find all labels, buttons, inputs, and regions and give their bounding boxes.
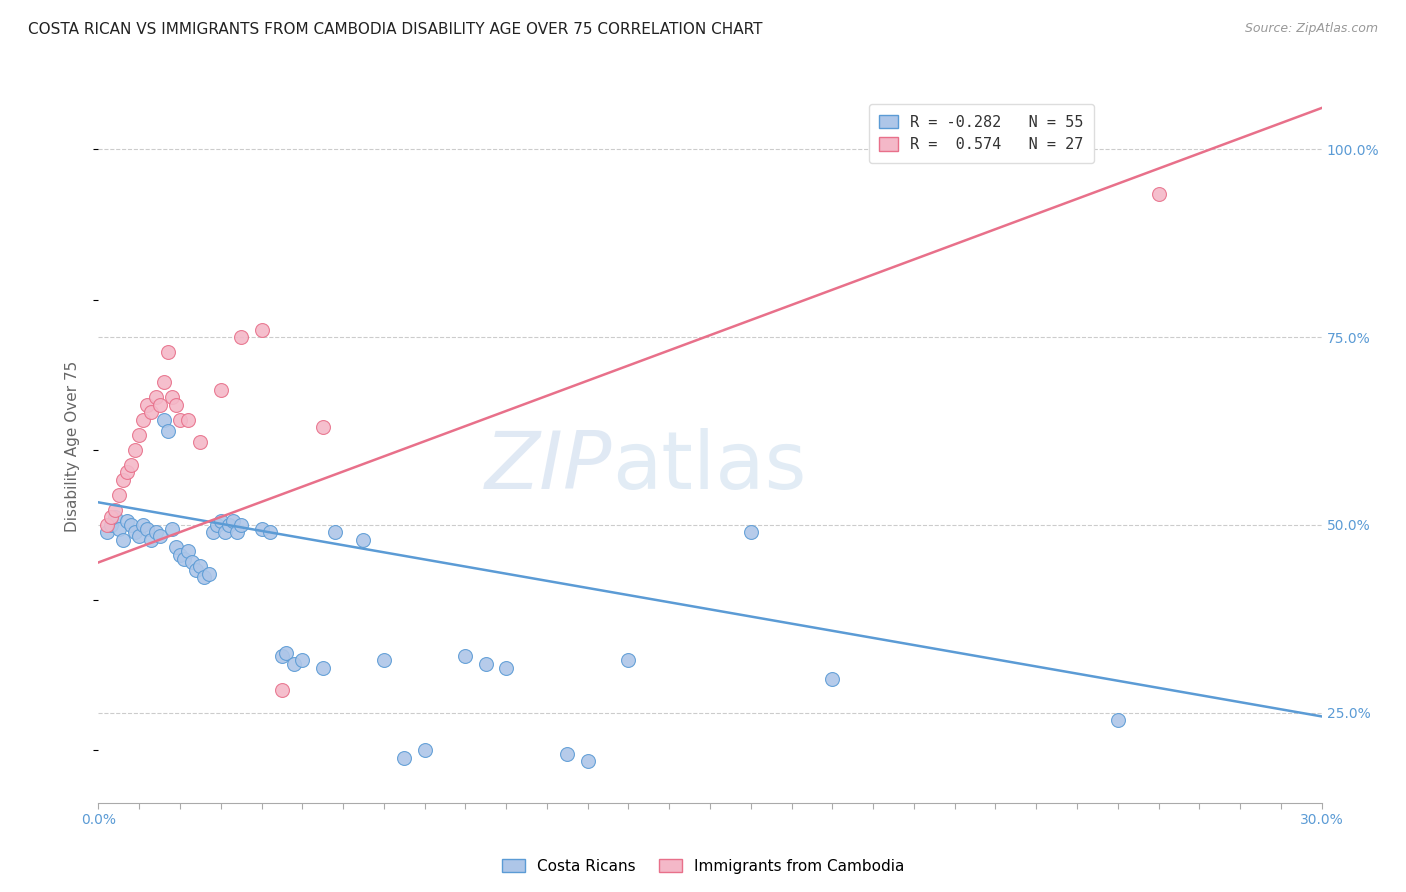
Point	[617, 653, 640, 667]
Point	[250, 322, 273, 336]
Point	[100, 517, 122, 532]
Point	[312, 420, 335, 434]
Point	[169, 413, 191, 427]
Point	[188, 559, 212, 574]
Point	[124, 525, 146, 540]
Point	[193, 570, 215, 584]
Point	[197, 566, 219, 581]
Point	[222, 514, 245, 528]
Point	[291, 653, 314, 667]
Point	[209, 383, 232, 397]
Point	[186, 563, 208, 577]
Point	[173, 551, 195, 566]
Point	[156, 345, 179, 359]
Y-axis label: Disability Age Over 75: Disability Age Over 75	[65, 360, 80, 532]
Text: Source: ZipAtlas.com: Source: ZipAtlas.com	[1244, 22, 1378, 36]
Point	[132, 413, 155, 427]
Point	[108, 488, 131, 502]
Point	[373, 653, 395, 667]
Text: ZIP: ZIP	[485, 428, 612, 507]
Point	[165, 541, 187, 555]
Point	[160, 522, 183, 536]
Point	[218, 517, 240, 532]
Point	[132, 517, 155, 532]
Point	[108, 522, 131, 536]
Point	[96, 525, 118, 540]
Point	[283, 657, 305, 671]
Point	[111, 533, 134, 547]
Point	[156, 424, 179, 438]
Point	[111, 473, 134, 487]
Point	[209, 514, 232, 528]
Point	[152, 413, 174, 427]
Point	[201, 525, 224, 540]
Point	[145, 525, 167, 540]
Point	[100, 510, 122, 524]
Point	[115, 514, 138, 528]
Point	[149, 398, 172, 412]
Point	[177, 413, 200, 427]
Text: atlas: atlas	[612, 428, 807, 507]
Point	[557, 747, 579, 761]
Legend: R = -0.282   N = 55, R =  0.574   N = 27: R = -0.282 N = 55, R = 0.574 N = 27	[869, 104, 1094, 163]
Point	[413, 743, 436, 757]
Point	[141, 533, 163, 547]
Point	[152, 375, 174, 389]
Point	[181, 556, 204, 570]
Point	[740, 525, 762, 540]
Point	[821, 672, 844, 686]
Point	[104, 510, 127, 524]
Point	[270, 683, 294, 698]
Point	[274, 646, 297, 660]
Point	[205, 517, 228, 532]
Point	[474, 657, 498, 671]
Point	[454, 649, 477, 664]
Point	[165, 398, 187, 412]
Point	[323, 525, 346, 540]
Point	[1107, 713, 1129, 727]
Point	[392, 750, 416, 764]
Point	[226, 525, 249, 540]
Point	[104, 503, 127, 517]
Point	[250, 522, 273, 536]
Point	[136, 522, 159, 536]
Point	[120, 458, 142, 472]
Point	[145, 390, 167, 404]
Point	[495, 660, 517, 674]
Point	[188, 435, 212, 450]
Point	[149, 529, 172, 543]
Point	[259, 525, 281, 540]
Point	[128, 427, 150, 442]
Point	[96, 517, 118, 532]
Point	[352, 533, 374, 547]
Point	[231, 330, 253, 344]
Point	[576, 755, 599, 769]
Point	[136, 398, 159, 412]
Point	[1147, 187, 1170, 202]
Point	[177, 544, 200, 558]
Point	[312, 660, 335, 674]
Point	[160, 390, 183, 404]
Point	[115, 465, 138, 479]
Legend: Costa Ricans, Immigrants from Cambodia: Costa Ricans, Immigrants from Cambodia	[496, 853, 910, 880]
Point	[270, 649, 294, 664]
Point	[214, 525, 236, 540]
Point	[124, 442, 146, 457]
Point	[128, 529, 150, 543]
Text: COSTA RICAN VS IMMIGRANTS FROM CAMBODIA DISABILITY AGE OVER 75 CORRELATION CHART: COSTA RICAN VS IMMIGRANTS FROM CAMBODIA …	[28, 22, 762, 37]
Point	[141, 405, 163, 419]
Point	[120, 517, 142, 532]
Point	[231, 517, 253, 532]
Point	[169, 548, 191, 562]
